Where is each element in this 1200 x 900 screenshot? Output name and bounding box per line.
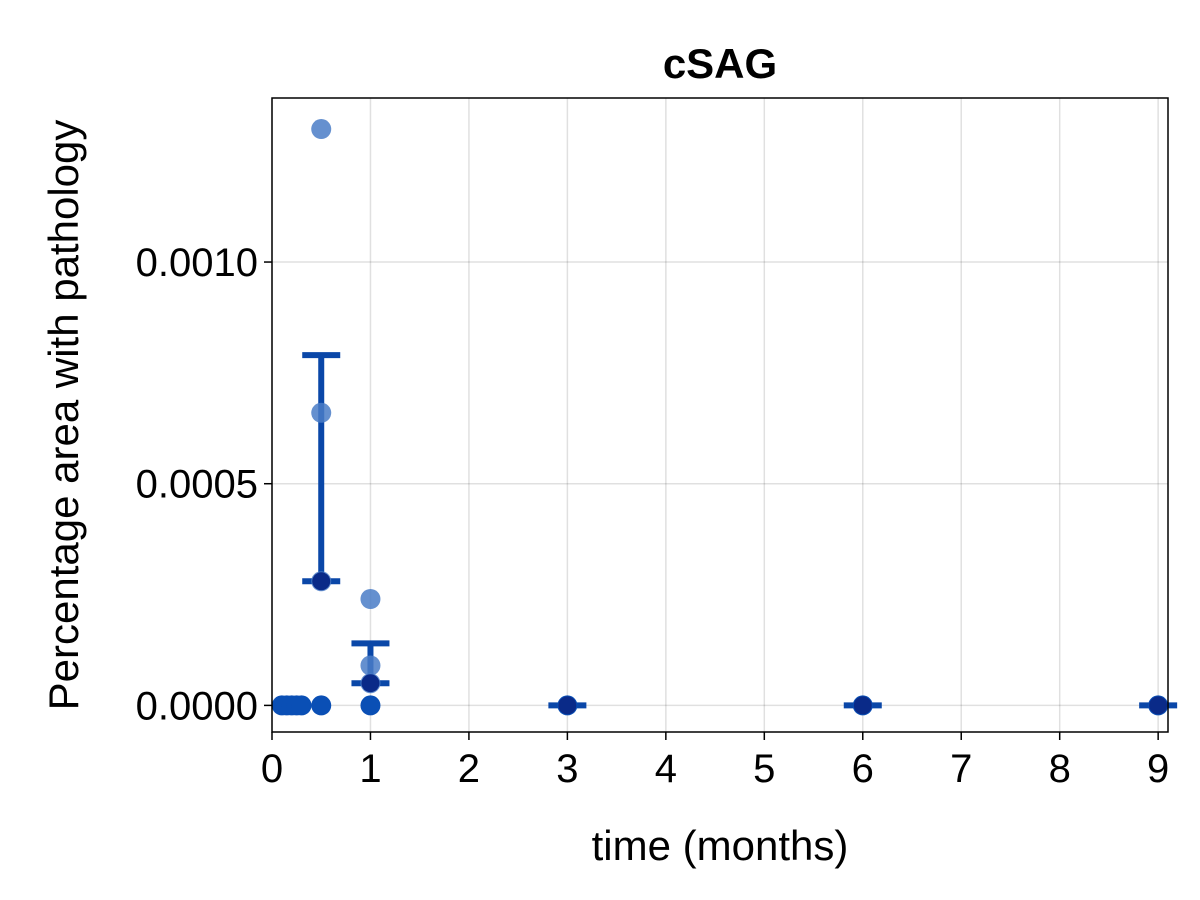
mean-marker: [853, 696, 872, 715]
x-tick-label: 8: [1049, 747, 1071, 791]
grid: [271, 98, 1168, 732]
mean-marker: [312, 572, 331, 591]
plot-frame: [271, 97, 1169, 733]
x-tick-label: 6: [852, 747, 874, 791]
x-tick-label: 9: [1147, 747, 1169, 791]
data-point: [311, 119, 332, 140]
data-point: [311, 695, 332, 716]
y-tick-label: 0.0010: [136, 241, 258, 285]
mean-marker: [558, 696, 577, 715]
axis-ticks: 0 1 2 3 4 5 6 7 8 9 0.0000 0.0005 0.0010: [136, 241, 1170, 791]
y-axis-label: Percentage area with pathology: [40, 120, 87, 711]
data-points: [271, 119, 1169, 716]
data-point: [360, 655, 381, 676]
x-tick-label: 1: [359, 747, 381, 791]
mean-marker: [361, 674, 380, 693]
x-tick-label: 7: [950, 747, 972, 791]
error-bars: [302, 352, 1178, 709]
x-tick-label: 5: [753, 747, 775, 791]
x-tick-label: 2: [458, 747, 480, 791]
data-point: [360, 588, 381, 609]
x-axis-label: time (months): [592, 822, 849, 869]
x-tick-label: 4: [655, 747, 677, 791]
data-point: [311, 402, 332, 423]
mean-marker: [1149, 696, 1168, 715]
y-tick-label: 0.0000: [136, 684, 258, 728]
y-tick-label: 0.0005: [136, 463, 258, 507]
chart-title: cSAG: [663, 40, 777, 87]
x-tick-label: 0: [261, 747, 283, 791]
data-point: [360, 695, 381, 716]
data-point: [291, 695, 312, 716]
x-tick-label: 3: [556, 747, 578, 791]
